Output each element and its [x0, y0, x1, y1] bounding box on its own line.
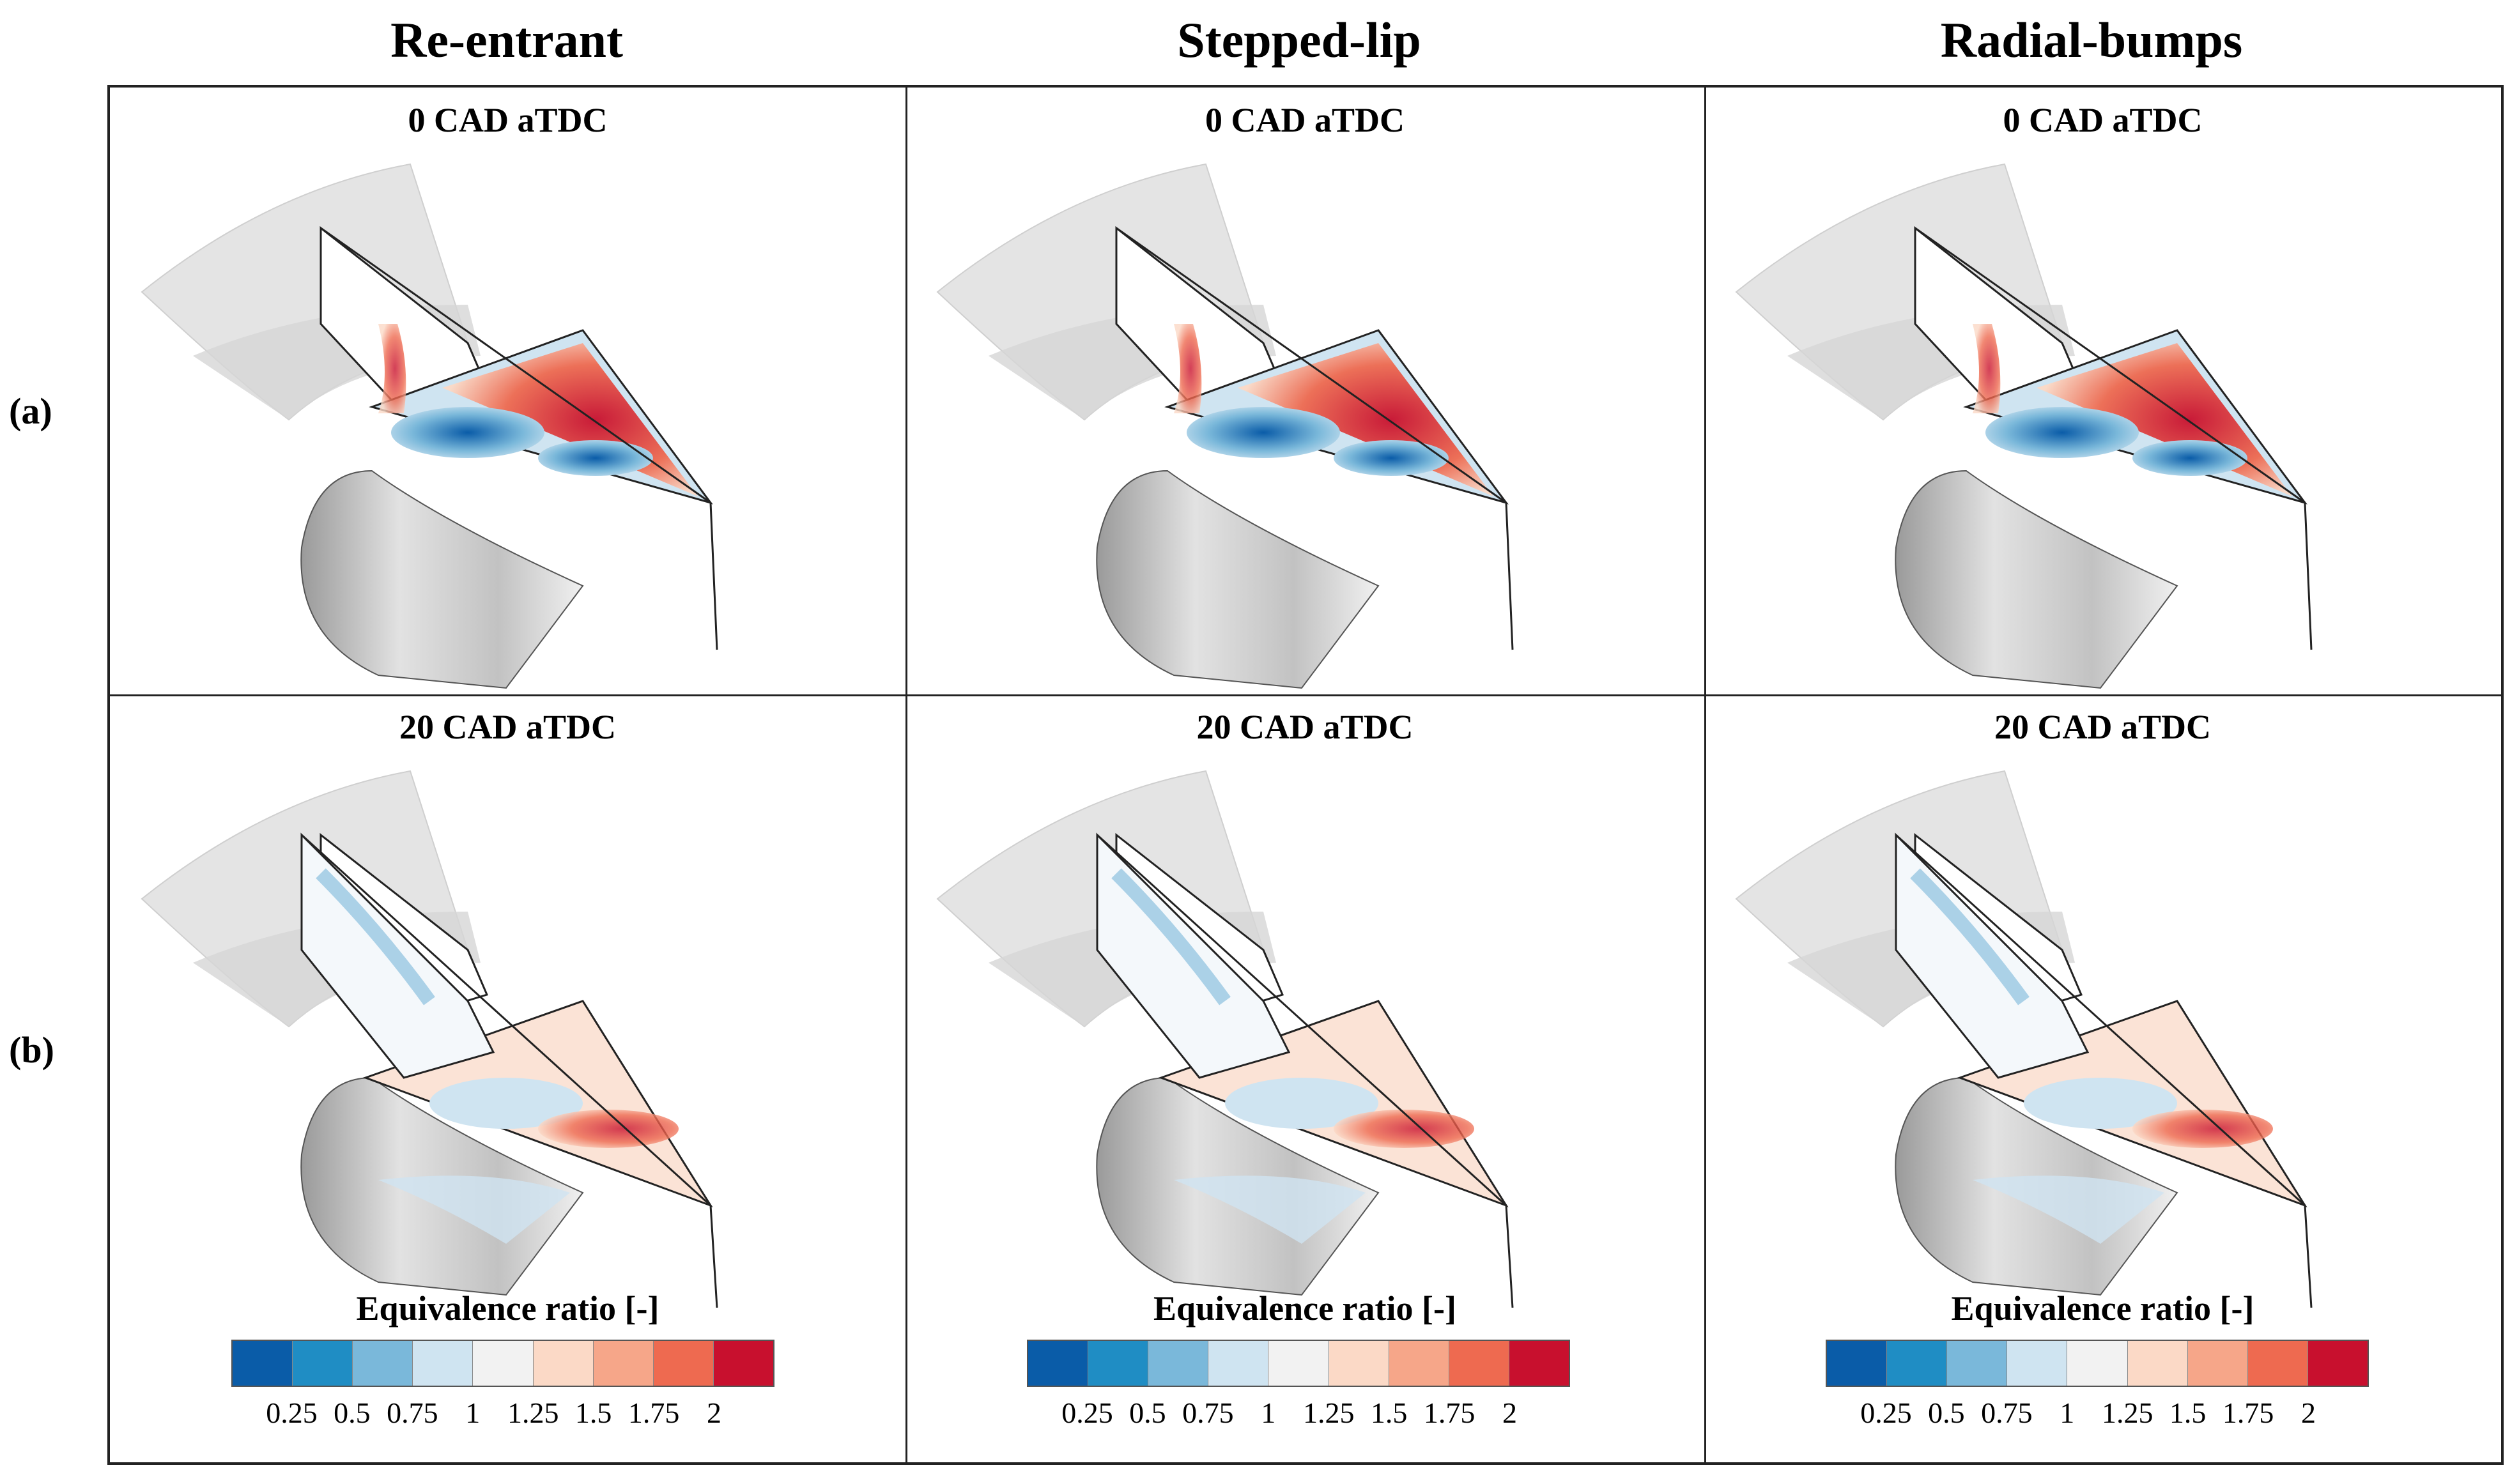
- colorbar-swatch: [533, 1341, 594, 1386]
- colorbar-swatch: [653, 1341, 714, 1386]
- colorbar-swatch: [713, 1341, 773, 1386]
- colorbar-title: Equivalence ratio [-]: [1951, 1289, 2254, 1327]
- colorbar: [231, 1340, 774, 1387]
- colorbar: [1027, 1340, 1570, 1387]
- colorbar-swatch: [1088, 1341, 1149, 1386]
- colorbar-tick-label: 1.75: [628, 1396, 680, 1429]
- colorbar-swatch: [1947, 1341, 2008, 1386]
- colorbar-swatch: [353, 1341, 413, 1386]
- figure-grid: [107, 85, 2504, 1465]
- colorbar-tick-label: 1.75: [2222, 1396, 2274, 1429]
- colorbar-swatch: [1028, 1341, 1089, 1386]
- colorbar-swatch: [1389, 1341, 1449, 1386]
- cad-label: 20 CAD aTDC: [1994, 708, 2211, 746]
- equivalence-ratio-contour-plot: [141, 770, 718, 1308]
- colorbar-swatch: [1449, 1341, 1509, 1386]
- colorbar-tick-label: 1: [465, 1396, 481, 1429]
- colorbar-tick-label: 0.25: [266, 1396, 318, 1429]
- colorbar-tick-label: 2: [2301, 1396, 2316, 1429]
- panel-sl-a: 0 CAD aTDC: [905, 88, 1704, 694]
- colorbar-title: Equivalence ratio [-]: [356, 1289, 659, 1327]
- colorbar-ticks: 0.25 0.5 0.75 1 1.25 1.5 1.75 2: [1027, 1396, 1570, 1429]
- colorbar: [1826, 1340, 2369, 1387]
- colorbar-swatch: [473, 1341, 534, 1386]
- colorbar-tick-label: 2: [707, 1396, 722, 1429]
- colorbar-tick-label: 0.75: [1182, 1396, 1234, 1429]
- column-title-radial-bumps: Radial-bumps: [1940, 12, 2243, 68]
- colorbar-tick-label: 0.25: [1061, 1396, 1113, 1429]
- colorbar-tick-label: 0.75: [1981, 1396, 2033, 1429]
- colorbar-swatch: [233, 1341, 293, 1386]
- equivalence-ratio-contour-plot: [936, 770, 1514, 1308]
- row-label-a: (a): [9, 390, 52, 432]
- grid-divider: [905, 88, 907, 1462]
- colorbar-tick-label: 0.5: [334, 1396, 371, 1429]
- colorbar-ticks: 0.25 0.5 0.75 1 1.25 1.5 1.75 2: [1826, 1396, 2369, 1429]
- colorbar-swatch: [1887, 1341, 1948, 1386]
- colorbar-swatch: [1329, 1341, 1389, 1386]
- grid-divider: [110, 694, 2501, 696]
- panel-re-a: 0 CAD aTDC: [110, 88, 905, 694]
- colorbar-tick-label: 2: [1502, 1396, 1518, 1429]
- panel-sl-b: 20 CAD aTDC Equivalence ratio [-] 0.25 0.5…: [905, 694, 1704, 1462]
- colorbar-tick-label: 1.5: [574, 1396, 612, 1429]
- colorbar-tick-label: 0.25: [1860, 1396, 1912, 1429]
- grid-divider: [1704, 88, 1706, 1462]
- colorbar-tick-label: 1: [2060, 1396, 2075, 1429]
- colorbar-swatch: [2247, 1341, 2308, 1386]
- panel-rb-b: 20 CAD aTDC Equivalence ratio [-] 0.25 0.5…: [1704, 694, 2501, 1462]
- colorbar-tick-label: 1.75: [1423, 1396, 1475, 1429]
- colorbar-tick-label: 1.5: [2169, 1396, 2207, 1429]
- equivalence-ratio-contour-plot: [141, 163, 718, 689]
- column-title-re-entrant: Re-entrant: [390, 12, 623, 68]
- cad-label: 20 CAD aTDC: [399, 708, 616, 746]
- colorbar-swatch: [2067, 1341, 2128, 1386]
- colorbar-swatch: [2187, 1341, 2248, 1386]
- equivalence-ratio-contour-plot: [1735, 163, 2313, 689]
- colorbar-swatch: [1148, 1341, 1209, 1386]
- colorbar-swatch: [2007, 1341, 2068, 1386]
- colorbar-title: Equivalence ratio [-]: [1153, 1289, 1456, 1327]
- colorbar-tick-label: 1: [1261, 1396, 1276, 1429]
- colorbar-tick-label: 0.5: [1129, 1396, 1166, 1429]
- panel-re-b: 20 CAD aTDC Equivalence ratio [-] 0.25 0.5…: [110, 694, 905, 1462]
- equivalence-ratio-contour-plot: [1735, 770, 2313, 1308]
- colorbar-tick-label: 1.25: [2101, 1396, 2153, 1429]
- colorbar-swatch: [1208, 1341, 1269, 1386]
- colorbar-tick-label: 1.25: [507, 1396, 559, 1429]
- column-title-stepped-lip: Stepped-lip: [1177, 12, 1421, 68]
- cad-label: 0 CAD aTDC: [2003, 101, 2203, 139]
- cad-label: 20 CAD aTDC: [1196, 708, 1414, 746]
- colorbar-tick-label: 1.25: [1302, 1396, 1355, 1429]
- colorbar-tick-label: 1.5: [1370, 1396, 1408, 1429]
- colorbar-tick-label: 0.5: [1928, 1396, 1965, 1429]
- colorbar-swatch: [1509, 1341, 1569, 1386]
- colorbar-ticks: 0.25 0.5 0.75 1 1.25 1.5 1.75 2: [231, 1396, 774, 1429]
- cad-label: 0 CAD aTDC: [408, 101, 608, 139]
- colorbar-swatch: [1268, 1341, 1329, 1386]
- panel-rb-a: 0 CAD aTDC: [1704, 88, 2501, 694]
- row-label-b: (b): [9, 1029, 54, 1071]
- equivalence-ratio-contour-plot: [936, 163, 1514, 689]
- colorbar-swatch: [593, 1341, 654, 1386]
- cad-label: 0 CAD aTDC: [1205, 101, 1405, 139]
- colorbar-swatch: [2127, 1341, 2188, 1386]
- colorbar-swatch: [413, 1341, 474, 1386]
- colorbar-swatch: [293, 1341, 353, 1386]
- colorbar-tick-label: 0.75: [387, 1396, 438, 1429]
- colorbar-swatch: [2307, 1341, 2368, 1386]
- colorbar-swatch: [1827, 1341, 1888, 1386]
